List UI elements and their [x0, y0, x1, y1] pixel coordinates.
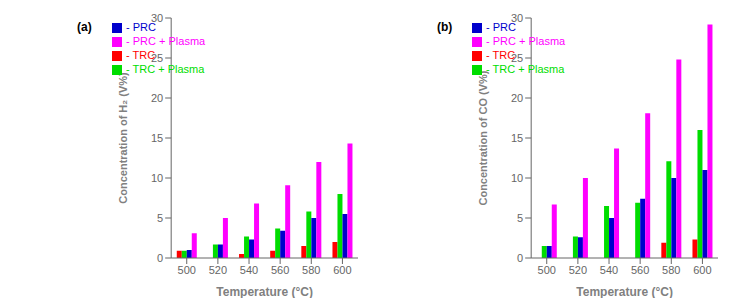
svg-text:15: 15 — [511, 132, 523, 144]
svg-text:0: 0 — [157, 252, 163, 264]
svg-text:5: 5 — [517, 212, 523, 224]
svg-text:20: 20 — [511, 92, 523, 104]
svg-text:540: 540 — [600, 264, 618, 276]
svg-text:10: 10 — [151, 172, 163, 184]
svg-text:Concentration of H₂ (V%): Concentration of H₂ (V%) — [117, 72, 129, 204]
svg-text:580: 580 — [662, 264, 680, 276]
svg-text:500: 500 — [178, 264, 196, 276]
svg-text:520: 520 — [209, 264, 227, 276]
svg-text:30: 30 — [511, 12, 523, 24]
svg-text:25: 25 — [511, 52, 523, 64]
svg-text:600: 600 — [693, 264, 711, 276]
svg-text:500: 500 — [538, 264, 556, 276]
svg-text:560: 560 — [631, 264, 649, 276]
svg-text:600: 600 — [333, 264, 351, 276]
svg-text:30: 30 — [151, 12, 163, 24]
svg-text:520: 520 — [569, 264, 587, 276]
svg-text:5: 5 — [157, 212, 163, 224]
svg-text:580: 580 — [302, 264, 320, 276]
svg-text:25: 25 — [151, 52, 163, 64]
svg-text:Concentration of CO (V%): Concentration of CO (V%) — [477, 70, 489, 205]
svg-text:15: 15 — [151, 132, 163, 144]
svg-text:Temperature (°C): Temperature (°C) — [216, 285, 313, 298]
svg-text:540: 540 — [240, 264, 258, 276]
svg-text:560: 560 — [271, 264, 289, 276]
svg-text:Temperature (°C): Temperature (°C) — [576, 285, 673, 298]
svg-text:0: 0 — [517, 252, 523, 264]
svg-text:10: 10 — [511, 172, 523, 184]
svg-text:20: 20 — [151, 92, 163, 104]
